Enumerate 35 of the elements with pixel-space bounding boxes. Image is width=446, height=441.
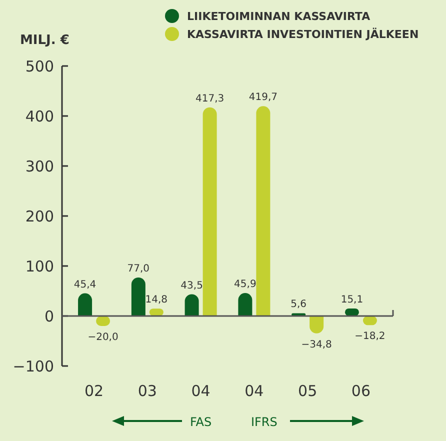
data-label: 15,1 [340, 294, 364, 306]
data-label: 419,7 [248, 92, 278, 104]
data-label: 5,6 [290, 299, 307, 310]
legend-label: KASSAVIRTA INVESTOINTIEN JÄLKEEN [187, 26, 419, 41]
y-tick-label: 300 [25, 157, 54, 176]
legend-label: LIIKETOIMINNAN KASSAVIRTA [187, 10, 371, 23]
bar [238, 293, 252, 316]
text: IFRS [250, 415, 278, 429]
data-label: 43,5 [180, 280, 203, 292]
bar [131, 278, 146, 316]
data-label: 45,4 [74, 279, 96, 290]
text: FAS [190, 415, 212, 429]
data-label: −20,0 [88, 332, 118, 343]
x-tick-label: 04 [244, 382, 264, 400]
bar [78, 293, 92, 316]
data-label: 45,9 [234, 279, 256, 290]
bar [256, 106, 270, 316]
y-tick-label: 100 [25, 257, 54, 276]
data-label: 417,3 [195, 93, 224, 104]
data-label: −34,8 [301, 339, 332, 350]
x-tick-label: 06 [351, 382, 371, 400]
data-label: 14,8 [145, 294, 168, 306]
y-tick-label: 0 [44, 307, 54, 326]
x-tick-label: 03 [138, 382, 157, 400]
data-label: 77,0 [127, 264, 150, 274]
x-tick-label: 05 [298, 382, 318, 400]
bar [202, 107, 217, 316]
y-axis-title: MILJ. € [20, 33, 70, 48]
data-label: −18,2 [354, 331, 386, 342]
x-tick-label: 02 [84, 382, 104, 400]
x-tick-label: 04 [191, 382, 210, 400]
y-tick-label: −100 [12, 357, 54, 376]
y-tick-label: 400 [25, 107, 54, 126]
y-tick-label: 500 [25, 57, 54, 76]
y-tick-label: 200 [25, 207, 54, 226]
